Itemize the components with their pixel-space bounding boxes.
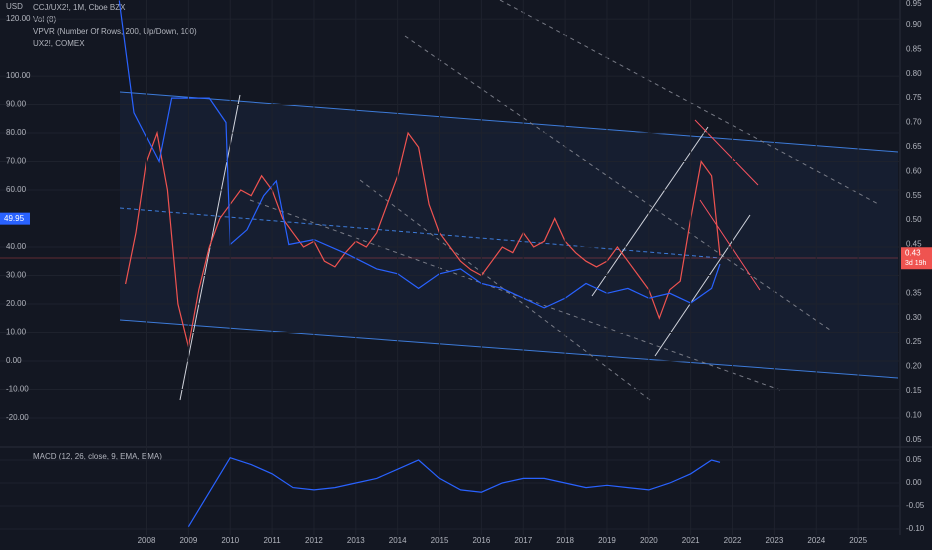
- y-tick-label: 120.00: [6, 14, 31, 23]
- price-tag-label: 49.95: [4, 214, 25, 223]
- x-tick-label: 2008: [138, 536, 156, 545]
- countdown: 3d 19h: [905, 260, 927, 267]
- y-tick-label: 70.00: [6, 157, 27, 166]
- x-tick-label: 2012: [305, 536, 323, 545]
- y2-tick-label: 0.80: [906, 69, 922, 78]
- y2-tick-label: 0.05: [906, 435, 922, 444]
- y2-tick-label: 0.45: [906, 240, 922, 249]
- y-tick-label: 10.00: [6, 328, 27, 337]
- channel-top: [119, 91, 899, 153]
- y-tick-label: 30.00: [6, 271, 27, 280]
- x-tick-label: 2019: [598, 536, 616, 545]
- dashed-line: [404, 35, 831, 331]
- x-tick-label: 2015: [431, 536, 449, 545]
- y2-tick-label: 0.60: [906, 166, 922, 175]
- y2-tick-label: 0.75: [906, 93, 922, 102]
- y-tick-label: 0.05: [906, 455, 922, 464]
- pane: 0.05 0.00 -0.05 -0.10: [0, 455, 925, 533]
- y2-tick-label: 0.20: [906, 362, 922, 371]
- y-tick-label: 60.00: [6, 185, 27, 194]
- y-tick-label: 100.00: [6, 71, 31, 80]
- price-tag-label: 0.43: [905, 248, 921, 257]
- y-tick-label: 40.00: [6, 242, 27, 251]
- x-tick-label: 2020: [640, 536, 658, 545]
- y-tick-label: 20.00: [6, 299, 27, 308]
- x-tick-label: 2016: [472, 536, 490, 545]
- y2-tick-label: 0.15: [906, 386, 922, 395]
- legend-entry: UX2!, COMEX: [33, 39, 85, 48]
- x-tick-label: 2011: [263, 536, 281, 545]
- channel-mid: [119, 207, 721, 259]
- y-tick-label: 80.00: [6, 128, 27, 137]
- y-tick-label: -0.10: [906, 524, 925, 533]
- channel-bottom: [119, 319, 899, 379]
- y2-tick-label: 0.55: [906, 191, 922, 200]
- legend-entry: VPVR (Number Of Rows, 200, Up/Down, 100): [33, 27, 197, 36]
- y2-tick-label: 0.70: [906, 118, 922, 127]
- axis-unit: USD: [6, 2, 23, 11]
- y2-tick-label: 0.90: [906, 20, 922, 29]
- x-tick-label: 2014: [389, 536, 407, 545]
- x-tick-label: 2024: [807, 536, 825, 545]
- series-line: [118, 0, 721, 309]
- x-tick-label: 2009: [179, 536, 197, 545]
- x-tick-label: 2025: [849, 536, 867, 545]
- price-tag: [0, 212, 30, 225]
- y2-tick-label: 0.10: [906, 410, 922, 419]
- x-tick-label: 2022: [724, 536, 742, 545]
- x-tick-label: 2018: [556, 536, 574, 545]
- y-tick-label: 0.00: [6, 356, 22, 365]
- pane-title: MACD (12, 26, close, 9, EMA, EMA): [33, 452, 162, 461]
- y2-tick-label: 0.25: [906, 337, 922, 346]
- series-line: [187, 456, 721, 528]
- price-tag: [901, 247, 932, 270]
- y2-tick-label: 0.95: [906, 0, 922, 8]
- y2-tick-label: 0.50: [906, 215, 922, 224]
- x-tick-label: 2021: [682, 536, 700, 545]
- y-tick-label: -10.00: [6, 385, 29, 394]
- y-tick-label: -0.05: [906, 501, 925, 510]
- trend-line: [591, 126, 709, 297]
- legend-entry: Vol (8): [33, 15, 56, 24]
- y-tick-label: 90.00: [6, 100, 27, 109]
- series-line: [125, 130, 721, 347]
- y-tick-label: 0.00: [906, 478, 922, 487]
- trend-line: [694, 119, 759, 186]
- dashed-line: [249, 199, 781, 391]
- x-tick-label: 2010: [221, 536, 239, 545]
- channel-fill: [120, 92, 898, 378]
- legend-entry: CCJ/UX2!, 1M, Cboe BZX: [33, 3, 126, 12]
- y2-tick-label: 0.65: [906, 142, 922, 151]
- y2-tick-label: 0.85: [906, 44, 922, 53]
- x-tick-label: 2013: [347, 536, 365, 545]
- y2-tick-label: 0.30: [906, 313, 922, 322]
- y-tick-label: -20.00: [6, 413, 29, 422]
- x-tick-label: 2023: [766, 536, 784, 545]
- pane: 120.00 100.00 90.00 80.00 70.00 60.00 40.00 30.…: [0, 0, 922, 444]
- y2-tick-label: 0.35: [906, 288, 922, 297]
- x-tick-label: 2017: [514, 536, 532, 545]
- drawings: [0, 0, 932, 535]
